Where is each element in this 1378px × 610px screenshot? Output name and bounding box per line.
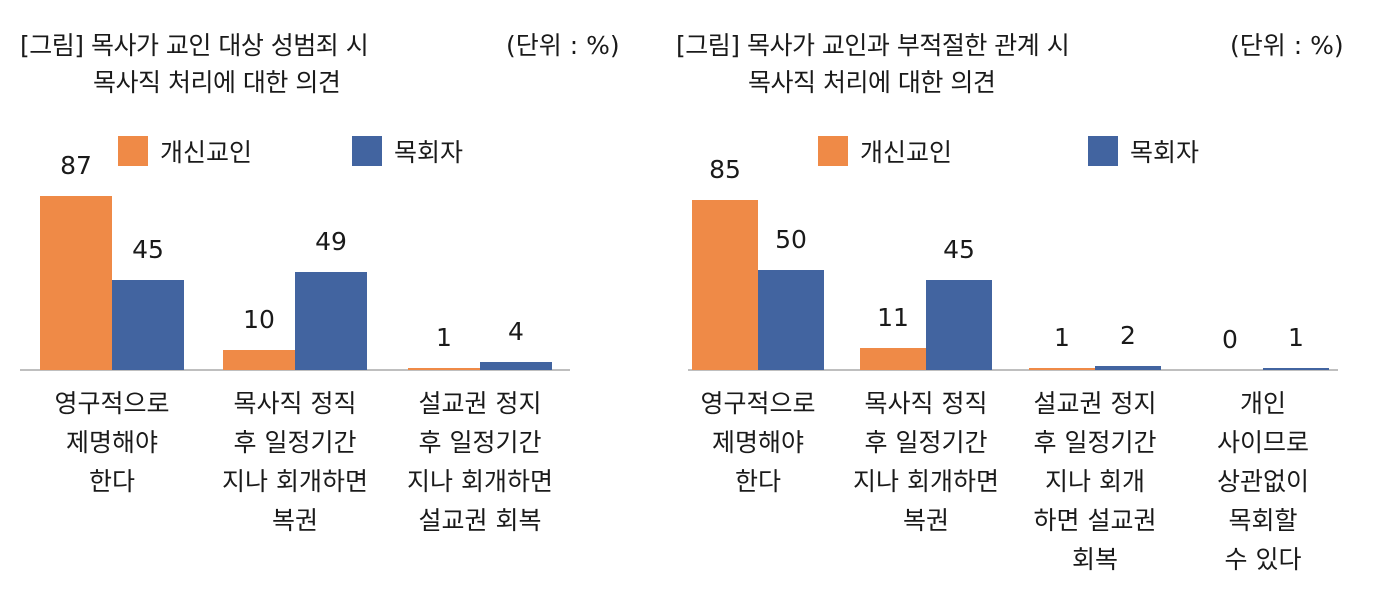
data-label-pastor: 49 [315, 227, 347, 256]
bar-devout [40, 196, 112, 370]
legend-item-pastor: 목회자 [1088, 133, 1199, 169]
bar-pastor [480, 362, 552, 370]
bar-chart-2 [688, 200, 1338, 371]
data-label-devout: 10 [243, 305, 275, 334]
category-label: 목사직 정직 후 일정기간 지나 회개하면 복권 [222, 389, 368, 535]
bar-chart-1 [20, 196, 570, 371]
bar-devout [223, 350, 295, 370]
bar-pastor [295, 272, 367, 370]
data-label-pastor: 2 [1120, 321, 1136, 350]
chart-panel-2: [그림] 목사가 교인과 부적절한 관계 시 목사직 처리에 대한 의견 (단위… [670, 0, 1378, 610]
legend-item-devout: 개신교인 [118, 133, 252, 169]
data-label-pastor: 45 [943, 235, 975, 264]
bar-devout [692, 200, 758, 370]
data-label-devout: 11 [877, 303, 909, 332]
chart-unit-label: (단위 : %) [1230, 31, 1344, 60]
legend-item-devout: 개신교인 [818, 133, 952, 169]
chart-panel-1: [그림] 목사가 교인 대상 성범죄 시 목사직 처리에 대한 의견 (단위 :… [0, 0, 640, 610]
legend-label-pastor: 목회자 [394, 138, 464, 167]
category-label: 개인 사이므로 상관없이 목회할 수 있다 [1216, 389, 1309, 574]
bar-pastor [758, 270, 824, 370]
category-label: 영구적으로 제명해야 한다 [54, 389, 170, 496]
chart-title-line-1: [그림] 목사가 교인 대상 성범죄 시 [20, 31, 369, 60]
legend-item-pastor: 목회자 [352, 133, 463, 169]
category-label: 영구적으로 제명해야 한다 [700, 389, 816, 496]
legend-label-devout: 개신교인 [160, 138, 253, 167]
category-label: 설교권 정지 후 일정기간 지나 회개하면 설교권 회복 [407, 389, 553, 535]
bar-pastor [926, 280, 992, 370]
bar-pastor [1263, 368, 1329, 370]
chart-title-line-1: [그림] 목사가 교인과 부적절한 관계 시 [676, 31, 1070, 60]
legend-swatch-pastor [352, 136, 382, 166]
chart-title-line-2: 목사직 처리에 대한 의견 [748, 68, 996, 97]
legend-swatch-pastor [1088, 136, 1118, 166]
bar-devout [408, 368, 480, 370]
data-label-pastor: 50 [775, 225, 807, 254]
data-label-pastor: 1 [1288, 323, 1304, 352]
data-label-devout: 1 [1054, 323, 1070, 352]
legend-label-devout: 개신교인 [860, 138, 953, 167]
data-label-pastor: 4 [508, 317, 524, 346]
legend-swatch-devout [818, 136, 848, 166]
data-label-pastor: 45 [132, 235, 164, 264]
chart-title-line-2: 목사직 처리에 대한 의견 [93, 68, 341, 97]
category-label: 목사직 정직 후 일정기간 지나 회개하면 복권 [853, 389, 999, 535]
data-label-devout: 0 [1222, 325, 1238, 354]
category-label: 설교권 정지 후 일정기간 지나 회개 하면 설교권 회복 [1033, 389, 1157, 574]
chart-unit-label: (단위 : %) [506, 31, 620, 60]
bar-pastor [1095, 366, 1161, 370]
data-label-devout: 1 [436, 323, 452, 352]
bar-devout [1029, 368, 1095, 370]
legend-swatch-devout [118, 136, 148, 166]
bar-pastor [112, 280, 184, 370]
data-label-devout: 87 [60, 151, 92, 180]
legend-label-pastor: 목회자 [1130, 138, 1200, 167]
bar-devout [860, 348, 926, 370]
data-label-devout: 85 [709, 155, 741, 184]
